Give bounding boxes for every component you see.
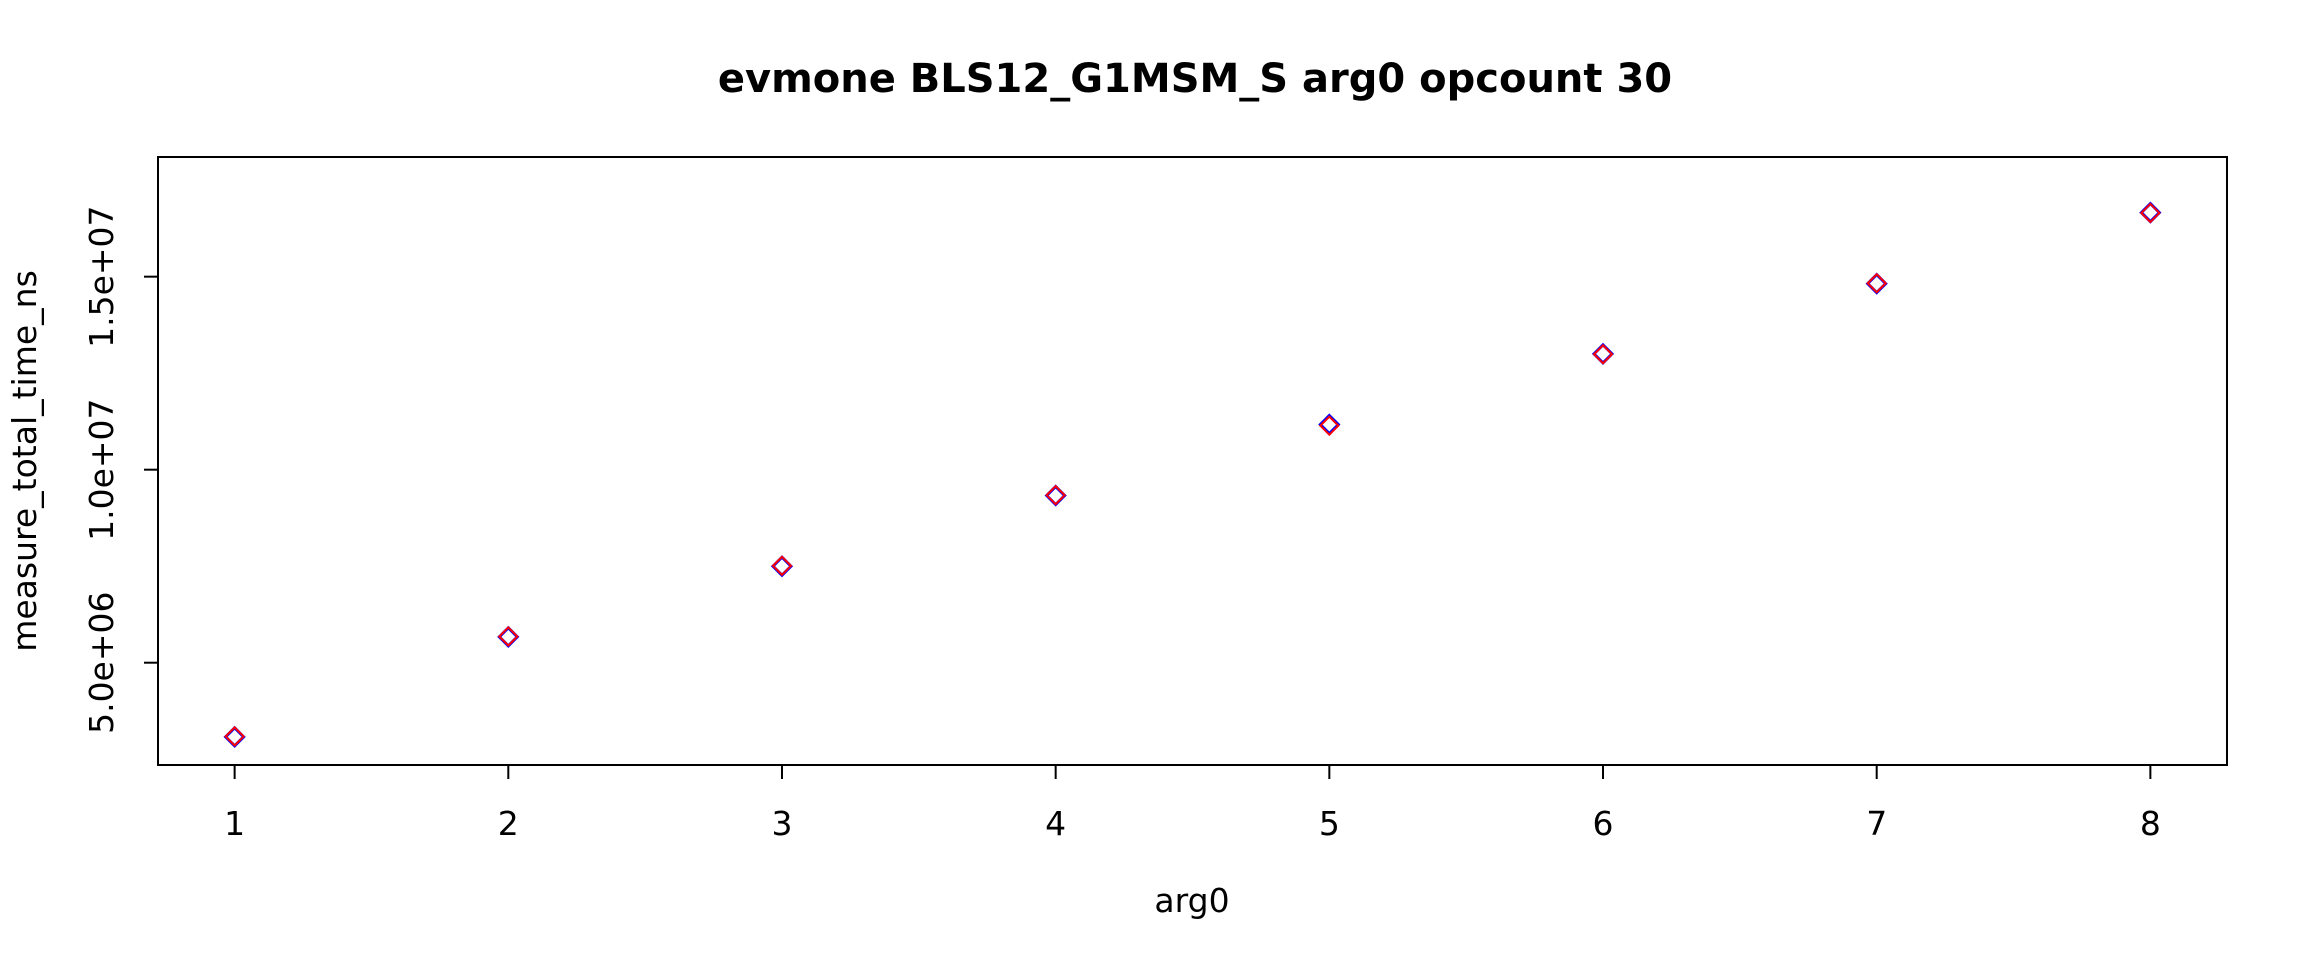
data-point [1592,343,1614,365]
chart-title: evmone BLS12_G1MSM_S arg0 opcount 30 [718,56,1672,102]
data-points [223,201,2162,748]
x-tick-label: 8 [2140,804,2161,843]
y-axis-label: measure_total_time_ns [5,270,44,652]
x-tick-label: 5 [1319,804,1340,843]
data-point [497,625,520,648]
x-tick-label: 6 [1593,804,1614,843]
y-axis: 5.0e+06 1.0e+07 1.5e+07 [82,205,158,734]
data-point [771,555,793,577]
x-axis: 1 2 3 4 5 6 7 8 [224,765,2161,843]
x-tick-label: 2 [498,804,519,843]
y-tick-label: 5.0e+06 [82,591,121,733]
data-point [1591,342,1615,365]
y-tick-label: 1.5e+07 [82,205,121,347]
data-point [224,726,246,747]
data-point [497,626,519,647]
y-tick-label: 1.0e+07 [82,398,121,540]
data-point [2139,201,2162,224]
data-point [770,555,794,578]
data-point [1865,272,1888,295]
x-tick-label: 1 [224,804,245,843]
data-point [1045,484,1067,506]
plot-frame [157,156,2228,766]
data-point [1318,413,1341,436]
x-tick-label: 3 [771,804,792,843]
data-point [2139,202,2161,224]
data-point [223,725,246,748]
x-axis-label: arg0 [1154,881,1229,920]
data-point [1044,484,1067,507]
x-tick-label: 4 [1045,804,1066,843]
x-tick-label: 7 [1866,804,1887,843]
data-point [1866,272,1888,294]
data-point [1318,415,1340,437]
